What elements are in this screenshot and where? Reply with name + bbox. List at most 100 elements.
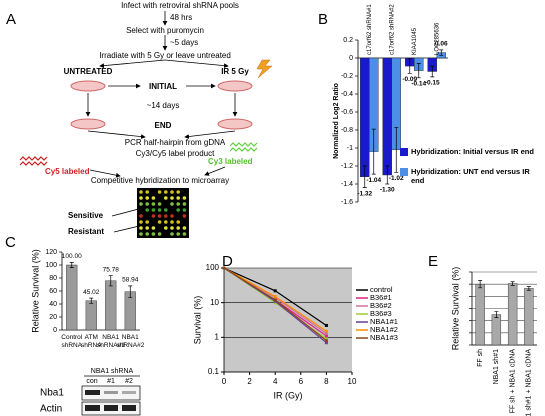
dish (70, 118, 106, 130)
legend-label: B36#3 (370, 309, 392, 318)
legend-swatch (400, 148, 408, 156)
array-spot (176, 208, 180, 212)
array-spot (170, 202, 174, 206)
legend-label: NBA1#1 (370, 317, 398, 326)
y-tick-label: 0 (349, 55, 353, 62)
array-spot (145, 232, 149, 236)
x-tick-label: c17orf62 shRNA#1 (367, 4, 373, 55)
y-tick-label: 0.2 (343, 37, 353, 44)
error-bar (478, 280, 483, 289)
value-label: -1.30 (380, 187, 395, 194)
error-bar (128, 285, 133, 298)
blot-row-label: Nba1 (40, 388, 64, 399)
arrow (113, 220, 157, 233)
value-label: -1.04 (366, 177, 381, 184)
error-bar (362, 165, 367, 188)
value-label: 45.02 (83, 289, 100, 296)
step: Select with puromycin (126, 26, 204, 35)
y-tick-label: -1 (347, 145, 353, 152)
x-tick-label: 6 (299, 377, 304, 386)
x-tick-label: 10 (348, 377, 357, 386)
array-spot (170, 226, 174, 230)
step: ~5 days (170, 38, 198, 47)
panel-label: A (6, 11, 16, 28)
array-spot (170, 220, 174, 224)
point (324, 339, 328, 343)
lightning-icon (256, 59, 273, 79)
value-label: -1.32 (357, 190, 372, 197)
x-tick-label: 2 (247, 377, 252, 386)
lane-label: con (86, 378, 97, 385)
panel-label: D (222, 253, 233, 270)
legend-label: B36#1 (370, 293, 392, 302)
array-spot (164, 220, 168, 224)
array-spot (139, 220, 143, 224)
value-label: 100.00 (62, 253, 82, 260)
arrow (99, 59, 166, 69)
y-tick-label: -1.6 (341, 199, 353, 206)
y-tick-label: 1 (215, 332, 220, 341)
legend-label: NBA1#3 (370, 333, 398, 342)
arrow (204, 166, 226, 176)
array-spot (170, 232, 174, 236)
y-tick-label: -0.4 (341, 91, 353, 98)
array-spot (157, 190, 162, 194)
blot-title: NBA1 shRNA (91, 368, 134, 375)
array-spot (182, 208, 187, 212)
y-axis-label: Survival (%) (192, 296, 202, 345)
dish (217, 80, 253, 92)
y-tick-label: 100 (206, 263, 220, 272)
panel-label: C (5, 234, 16, 251)
array-spot (145, 220, 149, 224)
blot-row-label: Actin (40, 404, 62, 415)
array-spot (164, 208, 168, 212)
y-tick-label: -1.2 (341, 163, 353, 170)
arrow (164, 59, 229, 69)
array-spot (176, 220, 180, 224)
array-spot (139, 202, 143, 206)
y-tick-label: 120 (45, 249, 57, 256)
array-spot (182, 196, 187, 200)
point (324, 329, 328, 333)
bar (85, 300, 97, 331)
point (222, 266, 226, 270)
array-spot (176, 226, 180, 230)
step: 48 hrs (170, 13, 192, 22)
y-tick-label: -0.6 (341, 109, 353, 116)
point (324, 337, 328, 341)
array-spot (170, 214, 174, 218)
condition: IR 5 Gy (221, 67, 249, 76)
error-bar (108, 275, 113, 287)
value-label: -1.02 (389, 175, 404, 182)
array-spot (139, 196, 143, 200)
y-axis-label: Relative Survival (%) (30, 249, 40, 333)
step: Infect with retroviral shRNA pools (121, 1, 239, 10)
arrow (89, 169, 121, 178)
blot-band (104, 391, 118, 394)
value-label: -0.15 (425, 80, 440, 87)
blot-band (85, 390, 100, 395)
y-tick-label: 0 (53, 327, 57, 334)
point (324, 331, 328, 335)
plot-background (224, 268, 352, 372)
array-spot (139, 226, 143, 230)
bar (524, 288, 534, 346)
array-spot (164, 214, 168, 218)
error-bar (416, 63, 421, 79)
array-spot (164, 190, 168, 194)
dye-label: Cy3 labeled (208, 157, 253, 166)
x-tick-label: NBA1 shRNA#2 (116, 334, 145, 349)
dye-label: Cy5 labeled (45, 167, 90, 176)
dish (70, 80, 106, 92)
y-tick-label: 40 (49, 301, 57, 308)
x-tick-label: Control shRNA (61, 334, 83, 349)
array-spot (176, 202, 180, 206)
y-tick-label: 60 (49, 288, 57, 295)
y-axis-label: Normalized Log2 Ratio (333, 83, 340, 159)
arrow (184, 130, 236, 139)
stage: INITIAL (149, 82, 177, 91)
array-spot (145, 226, 149, 230)
point (324, 323, 328, 327)
legend-label: NBA1#2 (370, 325, 398, 334)
